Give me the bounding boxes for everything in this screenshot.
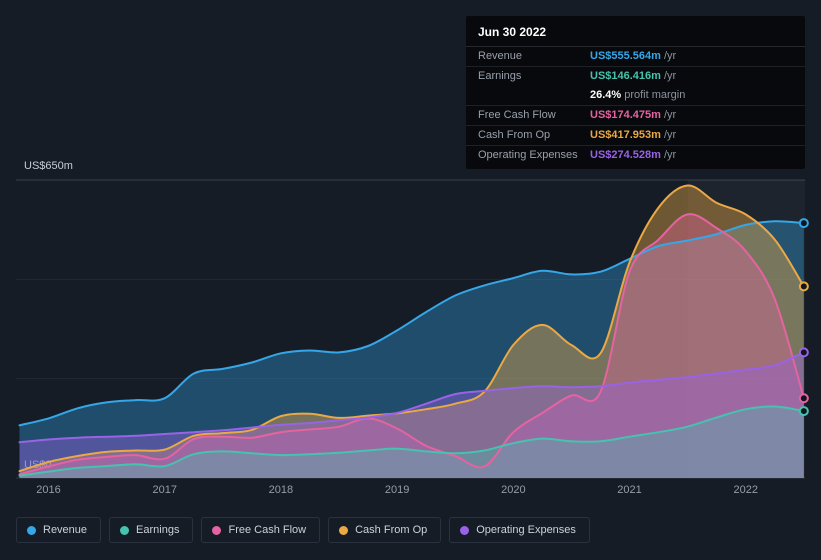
legend-item-operating-expenses[interactable]: Operating Expenses	[449, 517, 590, 543]
earnings-line	[18, 405, 805, 477]
tooltip-value-cash-from-op: US$417.953m	[590, 129, 661, 141]
tooltip-suffix: /yr	[663, 149, 677, 161]
tooltip-suffix: /yr	[663, 109, 677, 121]
legend-label-free-cash-flow: Free Cash Flow	[228, 524, 307, 536]
legend: Revenue Earnings Free Cash Flow Cash Fro…	[16, 517, 590, 543]
tooltip-row-earnings: Earnings US$146.416m/yr	[466, 67, 805, 86]
chart-svg[interactable]	[16, 179, 809, 479]
x-axis-tick-2021: 2021	[617, 484, 642, 496]
operating-expenses-endpoint-marker[interactable]	[798, 347, 809, 358]
cash-from-op-series-dot-icon	[339, 525, 349, 535]
x-axis: 2016 2017 2018 2019 2020 2021 2022	[0, 484, 821, 500]
operating-expenses-line	[18, 351, 805, 444]
legend-label-revenue: Revenue	[43, 524, 88, 536]
tooltip-row-operating-expenses: Operating Expenses US$274.528m/yr	[466, 146, 805, 165]
free-cash-flow-series-dot-icon	[212, 525, 222, 535]
tooltip-row-revenue: Revenue US$555.564m/yr	[466, 47, 805, 67]
profit-margin-label: profit margin	[624, 89, 686, 101]
x-axis-tick-2018: 2018	[268, 484, 294, 496]
tooltip-row-profit-margin: 26.4% profit margin	[466, 86, 805, 106]
x-axis-tick-2020: 2020	[501, 484, 526, 496]
free-cash-flow-area	[19, 214, 804, 479]
tooltip-date: Jun 30 2022	[466, 16, 805, 47]
operating-expenses-area	[19, 352, 804, 478]
free-cash-flow-line	[18, 213, 805, 476]
legend-item-earnings[interactable]: Earnings	[109, 517, 194, 543]
legend-label-cash-from-op: Cash From Op	[355, 524, 428, 536]
revenue-area	[19, 221, 804, 478]
legend-label-operating-expenses: Operating Expenses	[476, 524, 576, 536]
x-axis-tick-2022: 2022	[733, 484, 758, 496]
revenue-series-dot-icon	[27, 525, 36, 535]
tooltip-row-free-cash-flow: Free Cash Flow US$174.475m/yr	[466, 106, 805, 126]
tooltip-label-cash-from-op: Cash From Op	[478, 129, 551, 141]
cash-from-op-area	[19, 185, 804, 478]
tooltip-suffix: /yr	[663, 129, 677, 141]
tooltip-label-earnings: Earnings	[478, 70, 522, 82]
legend-label-earnings: Earnings	[136, 524, 180, 536]
tooltip-value-free-cash-flow: US$174.475m	[590, 109, 661, 121]
free-cash-flow-endpoint-marker[interactable]	[798, 393, 809, 404]
earnings-series-dot-icon	[120, 525, 130, 535]
chart-plot-area[interactable]	[16, 179, 809, 479]
profit-margin-value: 26.4%	[590, 89, 622, 101]
x-axis-tick-2017: 2017	[152, 484, 177, 496]
earnings-area	[19, 406, 804, 478]
tooltip-value-revenue: US$555.564m	[590, 50, 661, 62]
y-axis-max-label: US$650m	[24, 160, 73, 172]
x-axis-tick-2019: 2019	[384, 484, 410, 496]
tooltip-row-cash-from-op: Cash From Op US$417.953m/yr	[466, 126, 805, 146]
legend-item-revenue[interactable]: Revenue	[16, 517, 102, 543]
tooltip-label-operating-expenses: Operating Expenses	[478, 149, 578, 161]
chart-tooltip: Jun 30 2022 Revenue US$555.564m/yr Earni…	[466, 16, 805, 169]
tooltip-suffix: /yr	[663, 70, 677, 82]
legend-item-cash-from-op[interactable]: Cash From Op	[328, 517, 442, 543]
earnings-endpoint-marker[interactable]	[798, 406, 809, 417]
tooltip-label-revenue: Revenue	[478, 50, 523, 62]
operating-expenses-series-dot-icon	[460, 525, 470, 535]
revenue-line	[18, 220, 805, 427]
cash-from-op-line	[18, 184, 805, 473]
tooltip-suffix: /yr	[663, 50, 677, 62]
cash-from-op-endpoint-marker[interactable]	[798, 281, 809, 292]
legend-item-free-cash-flow[interactable]: Free Cash Flow	[201, 517, 321, 543]
revenue-endpoint-marker[interactable]	[798, 218, 809, 229]
x-axis-tick-2016: 2016	[36, 484, 61, 496]
tooltip-value-earnings: US$146.416m	[590, 70, 661, 82]
tooltip-value-operating-expenses: US$274.528m	[590, 149, 661, 161]
tooltip-label-free-cash-flow: Free Cash Flow	[478, 109, 556, 121]
